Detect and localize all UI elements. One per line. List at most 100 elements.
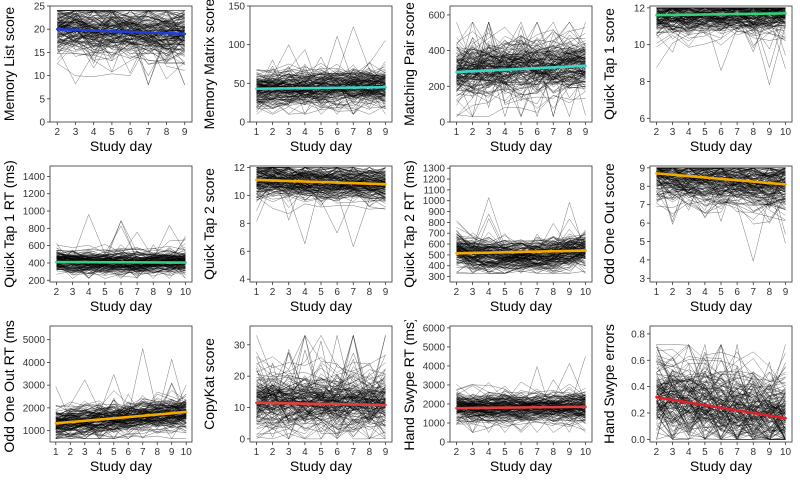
chart-panel-11: 0 1000 2000 3000 4000 5000 6000 2 3 4 5 6 7 8 9 10 Study… xyxy=(400,320,600,480)
subject-line xyxy=(256,80,386,89)
subject-line xyxy=(656,181,786,195)
subject-line xyxy=(656,188,786,262)
subject-line xyxy=(57,29,185,57)
x-tick-label: 1 xyxy=(254,287,260,298)
x-tick-label: 10 xyxy=(580,287,592,298)
subject-line xyxy=(656,14,786,30)
subject-line xyxy=(656,372,786,398)
subject-line xyxy=(256,385,386,406)
subject-line xyxy=(656,174,786,202)
y-tick-label: 1000 xyxy=(23,207,46,218)
x-tick-label: 2 xyxy=(470,127,476,138)
chart-panel-3: 0 200 400 600 1 2 3 4 5 6 7 8 9 Study day Matching Pai… xyxy=(400,0,600,160)
subject-line xyxy=(256,418,386,440)
subject-line xyxy=(256,168,386,181)
subject-lines xyxy=(656,343,786,440)
subject-line xyxy=(256,388,386,422)
chart-panel-1: 0 5 10 15 20 25 2 3 4 5 6 7 8 9 Study day Memory List s… xyxy=(0,0,200,160)
y-tick-label: 3000 xyxy=(423,380,446,391)
subject-line xyxy=(656,370,786,440)
x-tick-label: 4 xyxy=(302,127,308,138)
y-tick-label: 4 xyxy=(239,275,245,286)
subject-line xyxy=(656,347,786,430)
subject-line xyxy=(57,10,185,25)
subject-line xyxy=(656,344,786,440)
subject-line xyxy=(256,377,386,404)
subject-line xyxy=(256,393,386,419)
subject-line xyxy=(456,21,586,67)
y-tick-label: 800 xyxy=(428,218,445,229)
subject-line xyxy=(56,247,186,259)
x-tick-label: 8 xyxy=(750,447,756,458)
subject-line xyxy=(256,66,386,83)
subject-line xyxy=(656,167,786,183)
y-tick-label: 9 xyxy=(639,163,645,174)
y-tick-label: 1100 xyxy=(423,185,445,196)
subject-line xyxy=(656,175,786,192)
subject-line xyxy=(256,418,386,440)
subject-line xyxy=(256,406,386,435)
x-tick-label: 3 xyxy=(470,287,476,298)
y-tick-label: 12 xyxy=(234,163,246,174)
subject-line xyxy=(55,358,187,429)
x-tick-label: 7 xyxy=(350,447,356,458)
subject-line xyxy=(256,362,386,402)
x-tick-label: 4 xyxy=(686,447,692,458)
x-tick-label: 4 xyxy=(302,447,308,458)
x-tick-label: 3 xyxy=(286,287,292,298)
y-tick-label: 4 xyxy=(639,255,645,266)
y-tick-label: 1000 xyxy=(423,418,446,429)
x-tick-label: 1 xyxy=(254,447,260,458)
y-axis-label: Hand Swype errors xyxy=(601,324,617,444)
y-tick-label: 10 xyxy=(234,403,246,414)
subject-line xyxy=(256,401,386,438)
x-tick-label: 3 xyxy=(486,127,492,138)
x-tick-label: 6 xyxy=(518,447,524,458)
x-tick-label: 8 xyxy=(550,287,556,298)
subject-line xyxy=(456,51,586,92)
subject-line xyxy=(456,252,586,269)
subject-line xyxy=(456,398,586,408)
x-tick-label: 4 xyxy=(702,287,708,298)
x-tick-label: 4 xyxy=(486,287,492,298)
subject-line xyxy=(656,402,786,440)
x-tick-label: 8 xyxy=(367,287,373,298)
subject-line xyxy=(256,167,386,181)
subject-line xyxy=(256,71,386,86)
x-axis-label: Study day xyxy=(90,298,152,314)
x-tick-label: 2 xyxy=(654,127,660,138)
chart-panel-8: 3 4 5 6 7 8 9 1 2 3 4 5 6 7 8 9 Study day Odd One Out sco… xyxy=(600,160,800,320)
subject-line xyxy=(456,236,586,255)
subject-line xyxy=(57,10,185,42)
subject-line xyxy=(656,370,786,410)
trend-line xyxy=(455,249,587,255)
subject-line xyxy=(256,367,386,428)
subject-line xyxy=(456,242,586,262)
subject-line xyxy=(456,409,586,425)
x-tick-label: 9 xyxy=(767,127,773,138)
subject-line xyxy=(656,352,786,406)
subject-line xyxy=(256,401,386,430)
y-axis-label: Memory Matrix score xyxy=(201,0,217,129)
y-tick-label: 20 xyxy=(234,372,246,383)
subject-line xyxy=(256,340,386,419)
x-tick-label: 6 xyxy=(718,127,724,138)
x-tick-label: 7 xyxy=(550,127,556,138)
subject-line xyxy=(656,18,786,40)
x-tick-label: 4 xyxy=(302,287,308,298)
subject-line xyxy=(456,402,586,416)
y-tick-label: 200 xyxy=(428,82,445,93)
y-tick-label: 0.6 xyxy=(631,356,645,367)
subject-line xyxy=(456,399,586,423)
subject-line xyxy=(57,26,185,50)
y-tick-label: 5 xyxy=(39,94,45,105)
x-tick-label: 3 xyxy=(82,447,88,458)
subject-line xyxy=(456,255,586,270)
subject-line xyxy=(456,401,586,422)
subject-line xyxy=(456,43,586,69)
subject-line xyxy=(256,167,386,193)
subject-line xyxy=(656,16,786,33)
x-tick-label: 6 xyxy=(125,447,131,458)
y-axis-label: Hand Swype RT (ms) xyxy=(401,320,417,451)
subject-lines xyxy=(656,7,786,86)
